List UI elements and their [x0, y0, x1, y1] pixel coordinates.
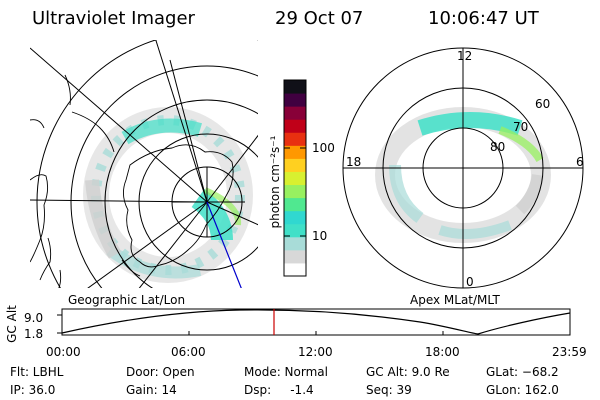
alt-x-tick-0600: 06:00	[171, 345, 206, 359]
apex-aurora-oval	[375, 107, 551, 243]
alt-y-tick-9: 9.0	[24, 311, 44, 325]
app-title: Ultraviolet Imager	[32, 8, 195, 29]
colorbar-segment	[284, 223, 306, 238]
info-seq: Seq: 39	[366, 383, 412, 397]
colorbar-gradient	[284, 80, 306, 277]
sun-meridian-line	[206, 201, 242, 288]
colorbar-segment	[284, 119, 306, 133]
geo-coastlines	[30, 74, 234, 288]
colorbar-tick-100: 100	[312, 141, 335, 155]
colorbar-segment	[284, 132, 306, 146]
alt-x-tick-1200: 12:00	[298, 345, 333, 359]
colorbar-segment	[284, 184, 306, 199]
colorbar-segment	[284, 249, 306, 264]
altitude-curve	[61, 309, 571, 335]
colorbar-segment	[284, 106, 306, 120]
apex-panel-label: Apex MLat/MLT	[410, 293, 500, 307]
colorbar-segment	[284, 145, 306, 159]
date-label: 29 Oct 07	[275, 8, 364, 29]
colorbar-segment	[284, 93, 306, 107]
colorbar-segment	[284, 262, 306, 277]
alt-x-tick-2359: 23:59	[552, 345, 587, 359]
mlat-label-60: 60	[535, 97, 551, 111]
colorbar-segment	[284, 158, 306, 172]
alt-y-label: GC Alt	[5, 305, 19, 343]
colorbar-tick-10: 10	[312, 229, 328, 243]
time-label: 10:06:47 UT	[428, 8, 539, 29]
mlat-label-70: 70	[513, 120, 529, 134]
mlt-label-12: 12	[457, 49, 473, 63]
info-glon: GLon: 162.0	[486, 383, 559, 397]
colorbar-unit-label: photon cm⁻²s⁻¹	[268, 135, 282, 229]
apex-grid	[342, 47, 584, 289]
info-glat: GLat: −68.2	[486, 365, 559, 379]
geo-longitude-lines	[30, 40, 258, 288]
info-dsp: Dsp: -1.4	[244, 383, 314, 397]
mlt-label-18: 18	[346, 155, 362, 169]
geo-aurora-oval	[83, 107, 253, 283]
info-ip: IP: 36.0	[10, 383, 56, 397]
colorbar-segment	[284, 210, 306, 225]
colorbar-segment	[284, 236, 306, 251]
mlat-label-80: 80	[490, 140, 506, 154]
geo-panel-label: Geographic Lat/Lon	[68, 293, 186, 307]
mlt-label-6: 6	[576, 155, 584, 169]
info-gc-alt: GC Alt: 9.0 Re	[366, 365, 450, 379]
info-filter: Flt: LBHL	[10, 365, 64, 379]
alt-x-tick-1800: 18:00	[425, 345, 460, 359]
colorbar-segment	[284, 171, 306, 186]
info-mode: Mode: Normal	[244, 365, 328, 379]
info-gain: Gain: 14	[126, 383, 177, 397]
colorbar-segment	[284, 197, 306, 212]
alt-y-tick-1-8: 1.8	[24, 327, 44, 341]
info-door: Door: Open	[126, 365, 195, 379]
alt-x-tick-0000: 00:00	[46, 345, 81, 359]
colorbar-segment	[284, 80, 306, 94]
mlt-label-0: 0	[466, 275, 474, 289]
geo-latitude-circles	[36, 40, 258, 288]
